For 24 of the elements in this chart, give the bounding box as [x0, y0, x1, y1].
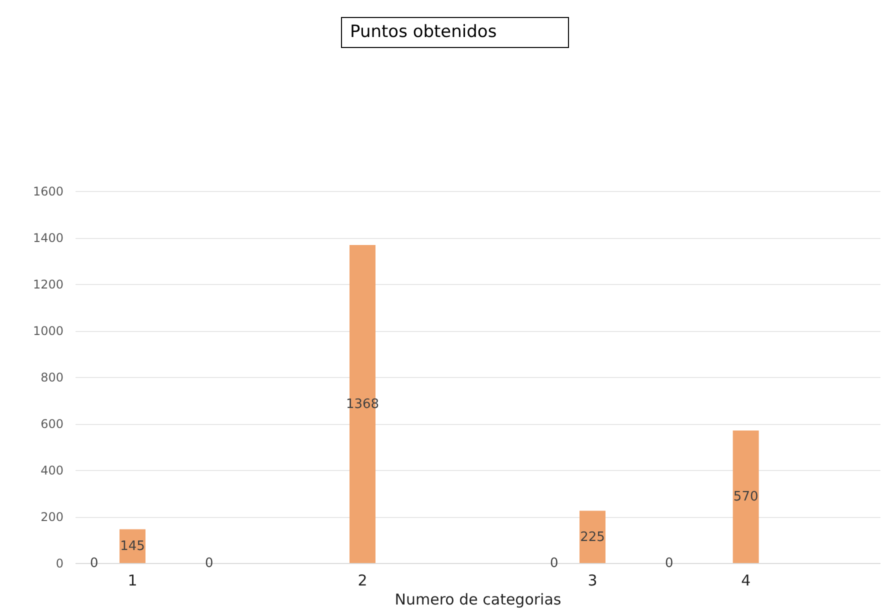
x-tick-label: 2: [358, 572, 368, 590]
data-label: 225: [580, 530, 605, 545]
y-tick-label: 800: [40, 370, 64, 384]
y-tick-label: 1200: [32, 278, 64, 292]
y-tick-label: 400: [40, 464, 64, 478]
y-tick-label: 200: [40, 510, 64, 524]
y-tick-label: 1600: [32, 184, 64, 198]
y-tick-label: 1400: [32, 231, 64, 245]
x-tick-label: 3: [588, 572, 598, 590]
chart-title: Puntos obtenidos: [341, 17, 569, 48]
data-label: 0: [90, 556, 98, 571]
y-tick-label: 600: [40, 417, 64, 431]
y-tick-label: 0: [56, 556, 64, 570]
x-tick-label: 1: [128, 572, 138, 590]
data-label: 0: [665, 556, 674, 571]
x-axis-title: Numero de categorias: [394, 590, 562, 608]
data-label: 570: [733, 490, 758, 505]
data-label: 145: [120, 539, 145, 554]
data-label: 0: [205, 556, 214, 571]
data-label: 0: [550, 556, 558, 571]
x-tick-label: 4: [741, 572, 751, 590]
bar: [580, 510, 606, 563]
bar: [732, 430, 759, 563]
y-tick-label: 1000: [32, 324, 64, 338]
